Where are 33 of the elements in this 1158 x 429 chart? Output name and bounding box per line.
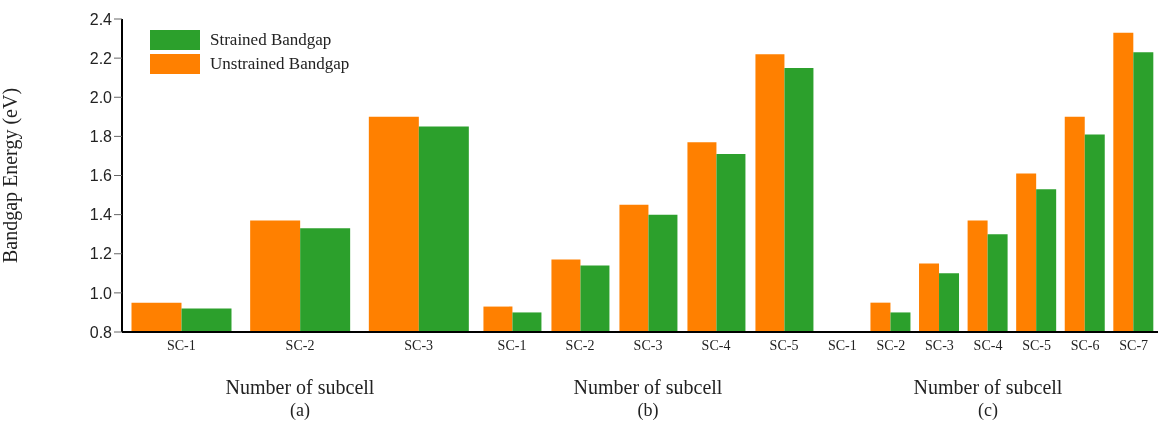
- y-tick-label: 1.0: [89, 284, 113, 302]
- x-tick-label: SC-2: [285, 337, 315, 353]
- text: (c): [978, 400, 998, 421]
- y-tick-label: 2.0: [89, 88, 113, 106]
- x-tick-label: SC-5: [769, 337, 799, 353]
- y-tick-label: 1.2: [89, 245, 113, 263]
- x-tick-label: SC-1: [827, 337, 857, 353]
- x-tick-label: SC-3: [404, 337, 434, 353]
- x-axis-title: Number of subcell: [913, 376, 1063, 398]
- y-tick-label: 2.2: [89, 49, 113, 67]
- x-axis-title: Number of subcell: [573, 376, 723, 398]
- y-tick-label: 2.4: [89, 10, 113, 28]
- x-tick-label: SC-3: [633, 337, 663, 353]
- x-tick-label: SC-3: [925, 337, 954, 353]
- legend-label: Strained Bandgap: [210, 30, 332, 50]
- x-tick-label: SC-4: [973, 337, 1003, 353]
- x-tick-label: SC-7: [1119, 337, 1149, 353]
- y-tick-label: 1.6: [89, 167, 113, 185]
- x-tick-label: SC-2: [876, 337, 906, 353]
- text: (b): [637, 400, 659, 421]
- legend-label: Unstrained Bandgap: [210, 54, 350, 74]
- y-tick-label: 1.4: [89, 206, 113, 224]
- y-axis-title: Bandgap Energy (eV): [0, 87, 23, 264]
- y-tick-label: 1.8: [89, 128, 113, 146]
- x-tick-label: SC-6: [1070, 337, 1100, 353]
- y-tick-label: 0.8: [89, 323, 113, 341]
- x-tick-label: SC-1: [166, 337, 196, 353]
- x-tick-label: SC-1: [497, 337, 527, 353]
- x-axis-title: Number of subcell: [225, 376, 375, 398]
- text: (a): [290, 400, 310, 421]
- x-tick-label: SC-5: [1022, 337, 1051, 353]
- x-tick-label: SC-2: [565, 337, 595, 353]
- x-tick-label: SC-4: [701, 337, 731, 353]
